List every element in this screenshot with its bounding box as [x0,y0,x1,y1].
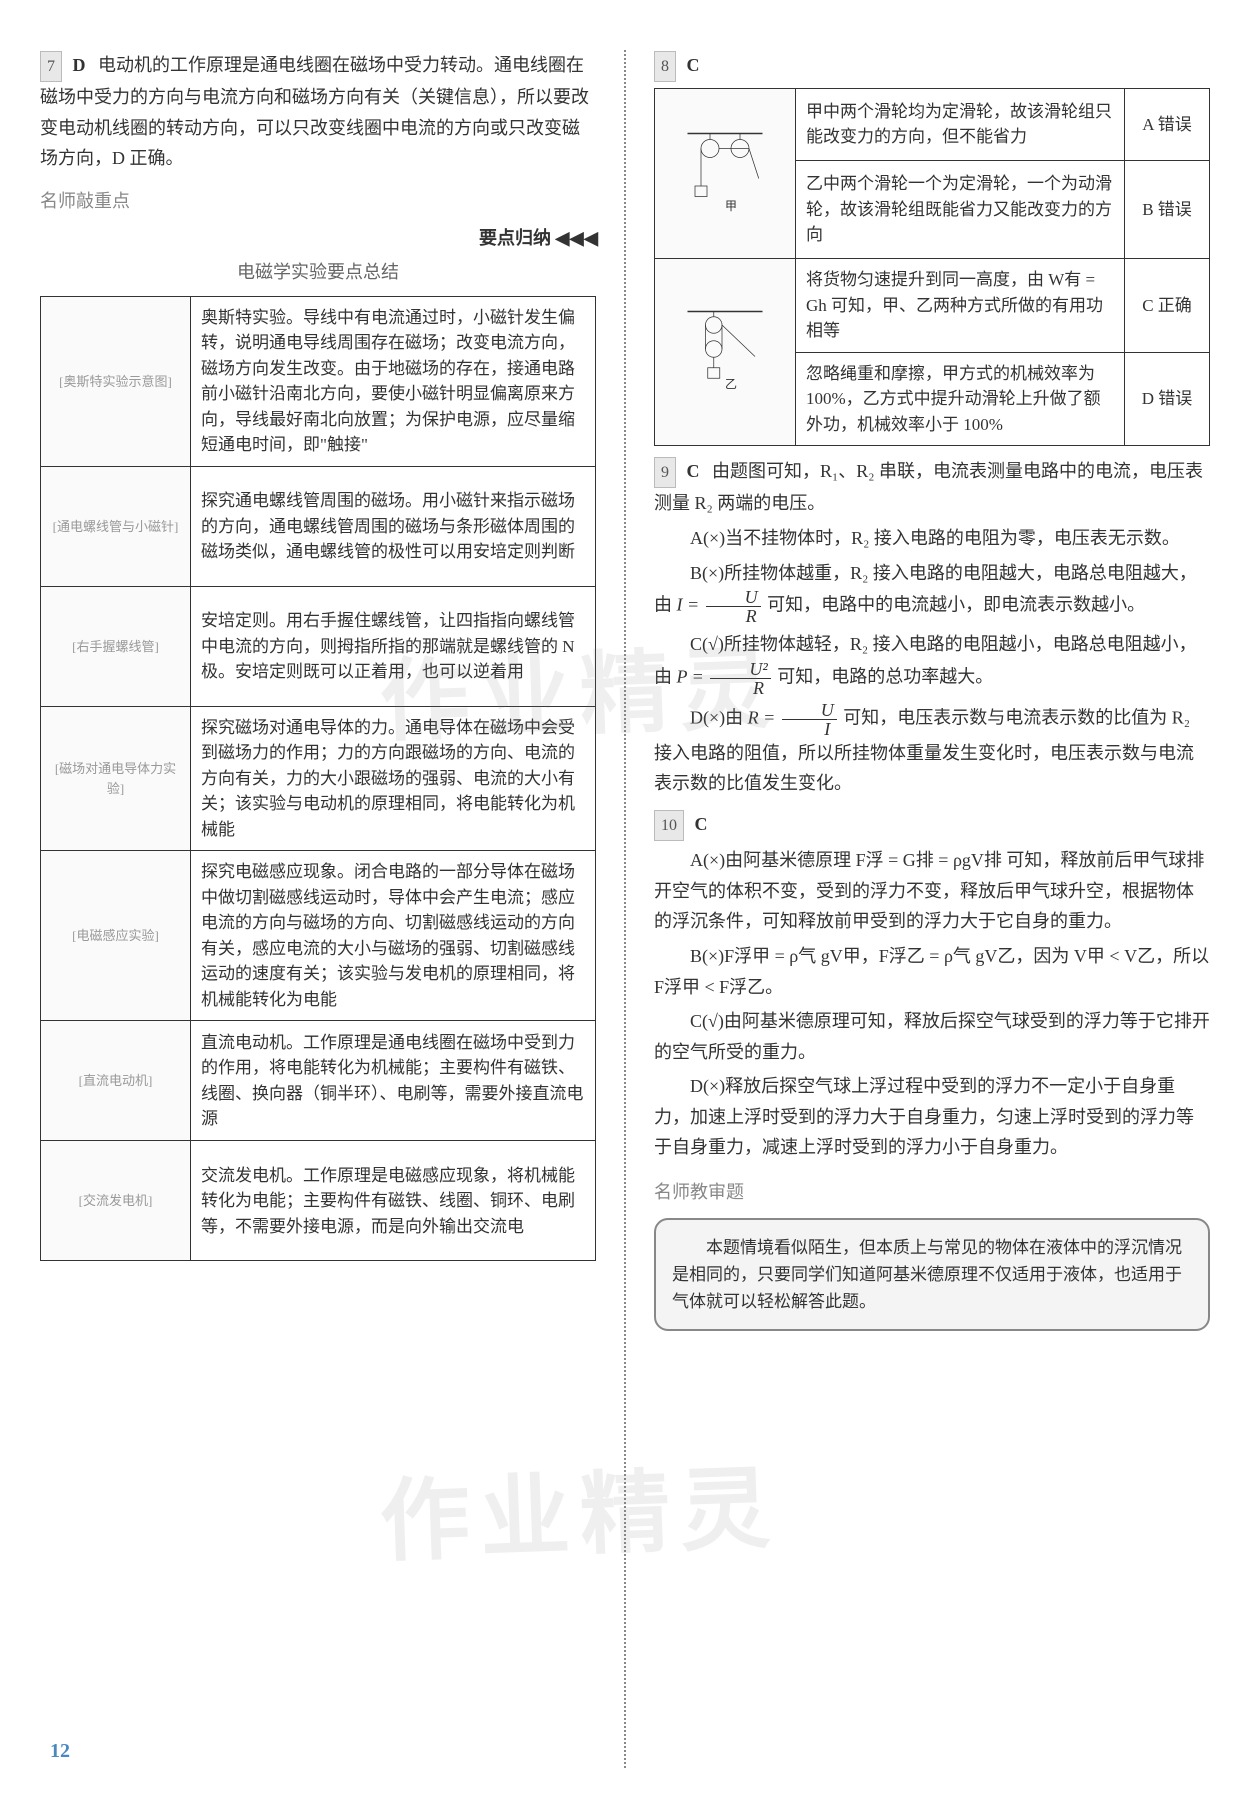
q9-block: 9 C 由题图可知，R₁、R₂ 串联，电流表测量电路中的电流，电压表测量 R₂ … [654,456,1210,799]
q8-verdict: A 错误 [1125,89,1210,161]
q8-row-text: 乙中两个滑轮一个为定滑轮，一个为动滑轮，故该滑轮组既能省力又能改变力的方向 [796,160,1125,258]
q9-intro: 由题图可知，R₁、R₂ 串联，电流表测量电路中的电流，电压表测量 R₂ 两端的电… [654,461,1203,513]
arrows-icon: ◀ ◀ ◀ [555,228,596,248]
q8-row-text: 甲中两个滑轮均为定滑轮，故该滑轮组只能改变力的方向，但不能省力 [796,89,1125,161]
q10-answer: C [695,814,708,834]
experiment-text: 探究通电螺线管周围的磁场。用小磁针来指示磁场的方向，通电螺线管周围的磁场与条形磁… [191,466,596,586]
q9-optC: C(√)所挂物体越轻，R₂ 接入电路的电阻越小，电路总电阻越小，由 P = U²… [654,629,1210,697]
q9-number: 9 [654,457,676,488]
q8-verdict: C 正确 [1125,259,1210,353]
q9-optD: D(×)由 R = UI 可知，电压表示数与电流表示数的比值为 R₂ 接入电路的… [654,701,1210,799]
table-title: 电磁学实验要点总结 [40,257,596,288]
q7-number: 7 [40,51,62,82]
experiment-text: 交流发电机。工作原理是电磁感应现象，将机械能转化为电能；主要构件有磁铁、线圈、铜… [191,1141,596,1261]
experiment-diagram: [交流发电机] [41,1141,191,1261]
q9-optA: A(×)当不挂物体时，R₂ 接入电路的电阻为零，电压表无示数。 [654,523,1210,554]
experiment-diagram: [奥斯特实验示意图] [41,296,191,466]
table-row: [交流发电机]交流发电机。工作原理是电磁感应现象，将机械能转化为电能；主要构件有… [41,1141,596,1261]
left-column: 7 D 电动机的工作原理是通电线圈在磁场中受力转动。通电线圈在磁场中受力的方向与… [40,50,596,1768]
em-experiment-table: [奥斯特实验示意图]奥斯特实验。导线中有电流通过时，小磁针发生偏转，说明通电导线… [40,296,596,1262]
q8-verdict: B 错误 [1125,160,1210,258]
q10-optD: D(×)释放后探空气球上浮过程中受到的浮力不一定小于自身重力，加速上浮时受到的浮… [654,1071,1210,1163]
q8-header: 8 C [654,50,1210,82]
experiment-diagram: [右手握螺线管] [41,586,191,706]
experiment-text: 探究磁场对通电导体的力。通电导体在磁场中会受到磁场力的作用；力的方向跟磁场的方向… [191,706,596,851]
q10-optC: C(√)由阿基米德原理可知，释放后探空气球受到的浮力等于它排开的空气所受的重力。 [654,1006,1210,1067]
q10-number: 10 [654,810,684,841]
page-container: 7 D 电动机的工作原理是通电线圈在磁场中受力转动。通电线圈在磁场中受力的方向与… [40,50,1210,1768]
experiment-text: 安培定则。用右手握住螺线管，让四指指向螺线管中电流的方向，则拇指所指的那端就是螺… [191,586,596,706]
pulley-diagram-jia: 甲 [655,89,796,259]
svg-text:乙: 乙 [725,377,737,391]
table-row: [直流电动机]直流电动机。工作原理是通电线圈在磁场中受到力的作用，将电能转化为机… [41,1021,596,1141]
q7-answer: D [73,55,86,75]
q9-answer: C [687,461,700,481]
table-row: [通电螺线管与小磁针]探究通电螺线管周围的磁场。用小磁针来指示磁场的方向，通电螺… [41,466,596,586]
right-column: 8 C 甲甲中两个滑轮均为定滑轮，故该滑轮组只能改变力的方向，但不能省力A 错误… [654,50,1210,1768]
column-divider [624,50,626,1768]
table-row: 甲甲中两个滑轮均为定滑轮，故该滑轮组只能改变力的方向，但不能省力A 错误 [655,89,1210,161]
experiment-text: 奥斯特实验。导线中有电流通过时，小磁针发生偏转，说明通电导线周围存在磁场；改变电… [191,296,596,466]
q7-block: 7 D 电动机的工作原理是通电线圈在磁场中受力转动。通电线圈在磁场中受力的方向与… [40,50,596,174]
teacher-review-box: 本题情境看似陌生，但本质上与常见的物体在液体中的浮沉情况是相同的，只要同学们知道… [654,1218,1210,1332]
section-teacher-label: 名师敲重点 [40,186,596,217]
table-row: 乙将货物匀速提升到同一高度，由 W有 = Gh 可知，甲、乙两种方式所做的有用功… [655,259,1210,353]
q10-block: 10 C A(×)由阿基米德原理 F浮 = G排 = ρgV排 可知，释放前后甲… [654,809,1210,1163]
q10-optB: B(×)F浮甲 = ρ气 gV甲，F浮乙 = ρ气 gV乙，因为 V甲 < V乙… [654,941,1210,1002]
q8-verdict: D 错误 [1125,352,1210,446]
table-row: [电磁感应实验]探究电磁感应现象。闭合电路的一部分导体在磁场中做切割磁感线运动时… [41,851,596,1021]
q7-text: 电动机的工作原理是通电线圈在磁场中受力转动。通电线圈在磁场中受力的方向与电流方向… [40,55,589,168]
experiment-text: 直流电动机。工作原理是通电线圈在磁场中受到力的作用，将电能转化为机械能；主要构件… [191,1021,596,1141]
experiment-text: 探究电磁感应现象。闭合电路的一部分导体在磁场中做切割磁感线运动时，导体中会产生电… [191,851,596,1021]
q8-answer: C [687,55,700,75]
experiment-diagram: [直流电动机] [41,1021,191,1141]
table-row: [奥斯特实验示意图]奥斯特实验。导线中有电流通过时，小磁针发生偏转，说明通电导线… [41,296,596,466]
q8-table: 甲甲中两个滑轮均为定滑轮，故该滑轮组只能改变力的方向，但不能省力A 错误乙中两个… [654,88,1210,446]
q8-number: 8 [654,51,676,82]
svg-text:甲: 甲 [725,199,737,213]
teacher-title: 名师教审题 [654,1177,1210,1208]
q10-optA: A(×)由阿基米德原理 F浮 = G排 = ρgV排 可知，释放前后甲气球排开空… [654,845,1210,937]
q9-optB: B(×)所挂物体越重，R₂ 接入电路的电阻越大，电路总电阻越大，由 I = UR… [654,558,1210,626]
table-row: [右手握螺线管]安培定则。用右手握住螺线管，让四指指向螺线管中电流的方向，则拇指… [41,586,596,706]
q8-row-text: 将货物匀速提升到同一高度，由 W有 = Gh 可知，甲、乙两种方式所做的有用功相… [796,259,1125,353]
experiment-diagram: [通电螺线管与小磁针] [41,466,191,586]
table-row: [磁场对通电导体力实验]探究磁场对通电导体的力。通电导体在磁场中会受到磁场力的作… [41,706,596,851]
key-summary-line: 要点归纳 ◀ ◀ ◀ [40,223,596,254]
page-number: 12 [50,1734,70,1768]
pulley-diagram-yi: 乙 [655,259,796,446]
experiment-diagram: [磁场对通电导体力实验] [41,706,191,851]
q8-row-text: 忽略绳重和摩擦，甲方式的机械效率为 100%，乙方式中提升动滑轮上升做了额外功，… [796,352,1125,446]
experiment-diagram: [电磁感应实验] [41,851,191,1021]
